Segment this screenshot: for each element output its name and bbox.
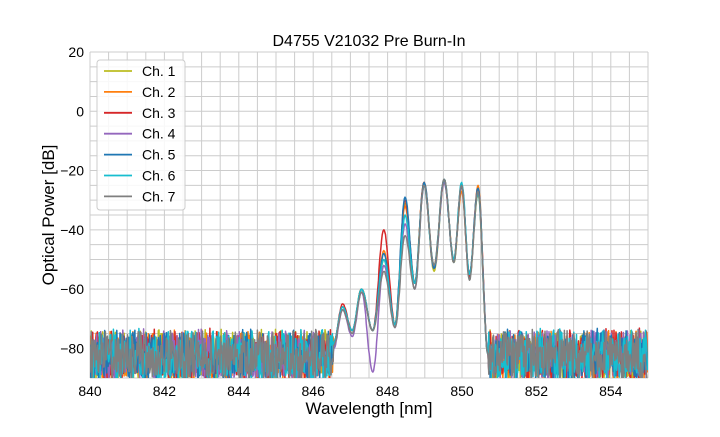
y-tick-label: −60 — [60, 281, 84, 297]
y-tick-label: 20 — [68, 44, 84, 60]
legend: Ch. 1 Ch. 2 Ch. 3 Ch. 4 Ch. 5 Ch. 6 Ch. 7 — [96, 59, 186, 211]
x-tick-label: 848 — [376, 383, 400, 399]
legend-label: Ch. 2 — [142, 84, 176, 100]
chart-title: D4755 V21032 Pre Burn-In — [272, 33, 465, 50]
legend-label: Ch. 7 — [142, 188, 176, 204]
tick-labels: 840 842 844 846 848 850 852 854 20 0 −20 −40 −60 −80 — [60, 44, 622, 399]
y-axis-label: Optical Power [dB] — [39, 145, 58, 286]
x-tick-label: 852 — [525, 383, 549, 399]
series-line-ch-7 — [90, 178, 648, 378]
y-tick-label: −20 — [60, 163, 84, 179]
x-tick-label: 854 — [599, 383, 623, 399]
legend-label: Ch. 1 — [142, 63, 176, 79]
x-tick-label: 842 — [153, 383, 177, 399]
x-tick-label: 840 — [78, 383, 102, 399]
legend-label: Ch. 4 — [142, 126, 176, 142]
legend-label: Ch. 6 — [142, 168, 176, 184]
x-tick-label: 846 — [302, 383, 326, 399]
legend-box — [96, 59, 186, 211]
legend-label: Ch. 3 — [142, 105, 176, 121]
x-axis-label: Wavelength [nm] — [306, 399, 433, 418]
y-tick-label: 0 — [76, 103, 84, 119]
x-tick-label: 844 — [227, 383, 251, 399]
y-tick-label: −80 — [60, 340, 84, 356]
series-lines — [90, 178, 648, 378]
x-tick-label: 850 — [450, 383, 474, 399]
y-tick-label: −40 — [60, 222, 84, 238]
legend-label: Ch. 5 — [142, 147, 176, 163]
